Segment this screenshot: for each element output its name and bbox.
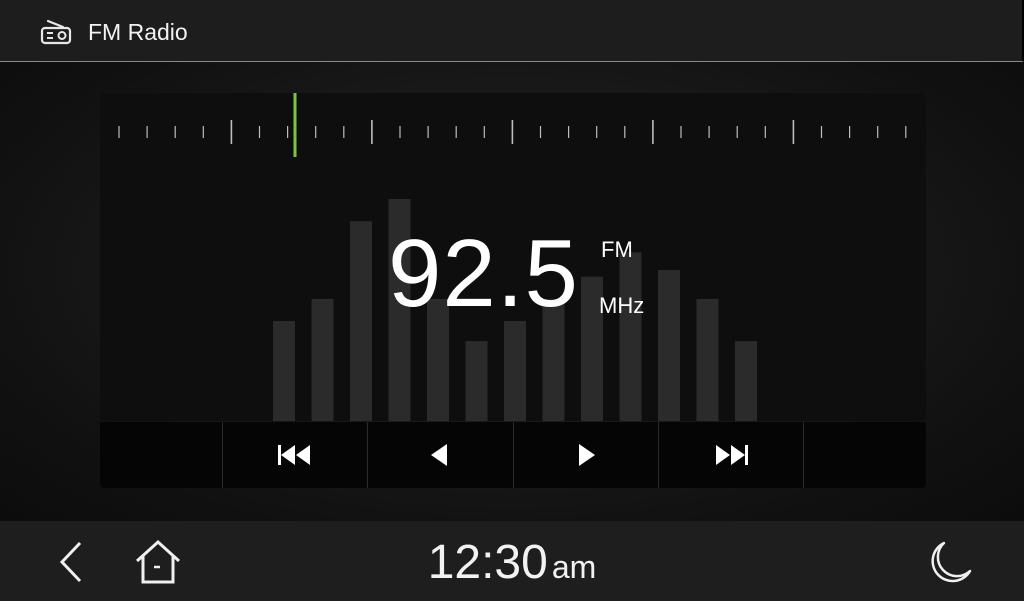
signal-bar: [388, 199, 411, 421]
frequency-value: 92.5: [388, 220, 579, 327]
control-spacer-right: [804, 422, 926, 488]
signal-bar: [581, 276, 603, 421]
band-label: FM: [601, 237, 633, 262]
app-title: FM Radio: [88, 19, 188, 45]
skip-previous-icon: [278, 445, 311, 465]
signal-bar: [735, 341, 757, 421]
clock: 12:30 am: [0, 535, 1024, 590]
signal-bar: [465, 341, 488, 421]
signal-bar: [619, 252, 642, 421]
step-back-button[interactable]: [368, 422, 514, 488]
back-icon[interactable]: [56, 541, 86, 583]
signal-bar: [504, 321, 526, 421]
night-mode-icon[interactable]: [926, 539, 974, 587]
unit-label: MHz: [599, 293, 645, 318]
signal-bar: [427, 298, 449, 421]
signal-bar: [311, 298, 334, 421]
clock-time: 12:30: [427, 536, 548, 589]
signal-bars: [273, 199, 757, 421]
step-left-icon: [431, 444, 448, 466]
control-spacer-left: [100, 422, 224, 488]
bottom-bar: 12:30 am: [0, 521, 1024, 601]
title-bar: FM Radio: [0, 0, 1024, 62]
seek-forward-button[interactable]: [659, 422, 804, 488]
signal-bar: [696, 298, 719, 421]
signal-bar: [542, 298, 565, 421]
signal-bar: [273, 321, 295, 421]
skip-next-icon: [715, 445, 748, 465]
signal-bar: [658, 270, 680, 421]
radio-icon: [40, 19, 72, 45]
home-icon[interactable]: [134, 539, 182, 585]
tuner-panel[interactable]: [100, 93, 926, 421]
signal-bar: [350, 221, 372, 421]
step-right-icon: [578, 444, 595, 466]
seek-back-button[interactable]: [223, 422, 369, 488]
step-forward-button[interactable]: [514, 422, 659, 488]
frequency-scale[interactable]: [100, 93, 926, 163]
playback-controls: [100, 422, 926, 488]
clock-ampm: am: [551, 549, 597, 585]
